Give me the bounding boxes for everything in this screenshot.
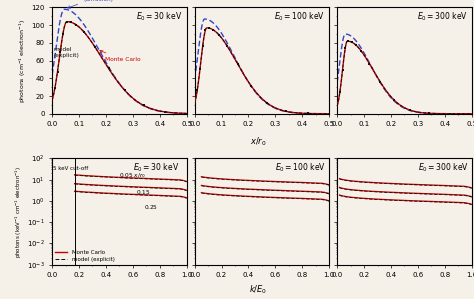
Text: 5 keV cut-off: 5 keV cut-off [54,166,89,171]
Text: $0.25$: $0.25$ [144,203,158,211]
Text: model
(explicit): model (explicit) [54,48,79,58]
Text: $x/r_0$: $x/r_0$ [250,135,267,148]
Text: $E_0 = 300$ keV: $E_0 = 300$ keV [418,161,469,174]
Text: $E_0 = 30$ keV: $E_0 = 30$ keV [137,11,182,23]
Text: $E_0 = 100$ keV: $E_0 = 100$ keV [275,161,327,174]
Y-axis label: photons (cm$^{-1}$ electron$^{-1}$): photons (cm$^{-1}$ electron$^{-1}$) [18,19,28,103]
Text: model
(diffusion): model (diffusion) [68,0,113,8]
Text: $E_0 = 30$ keV: $E_0 = 30$ keV [133,161,179,174]
Text: Monte Carlo: Monte Carlo [100,50,140,62]
Text: $0.05\ x/r_0$: $0.05\ x/r_0$ [119,171,146,180]
Text: $0.15$: $0.15$ [136,187,150,196]
Legend: Monte Carlo, model (explicit): Monte Carlo, model (explicit) [55,250,114,262]
Text: $E_0 = 300$ keV: $E_0 = 300$ keV [417,11,467,23]
Text: $E_0 = 100$ keV: $E_0 = 100$ keV [274,11,325,23]
Text: $k/E_0$: $k/E_0$ [249,283,267,296]
Y-axis label: photons (keV$^{-1}$ cm$^{-1}$ electron$^{-1}$): photons (keV$^{-1}$ cm$^{-1}$ electron$^… [14,165,24,257]
